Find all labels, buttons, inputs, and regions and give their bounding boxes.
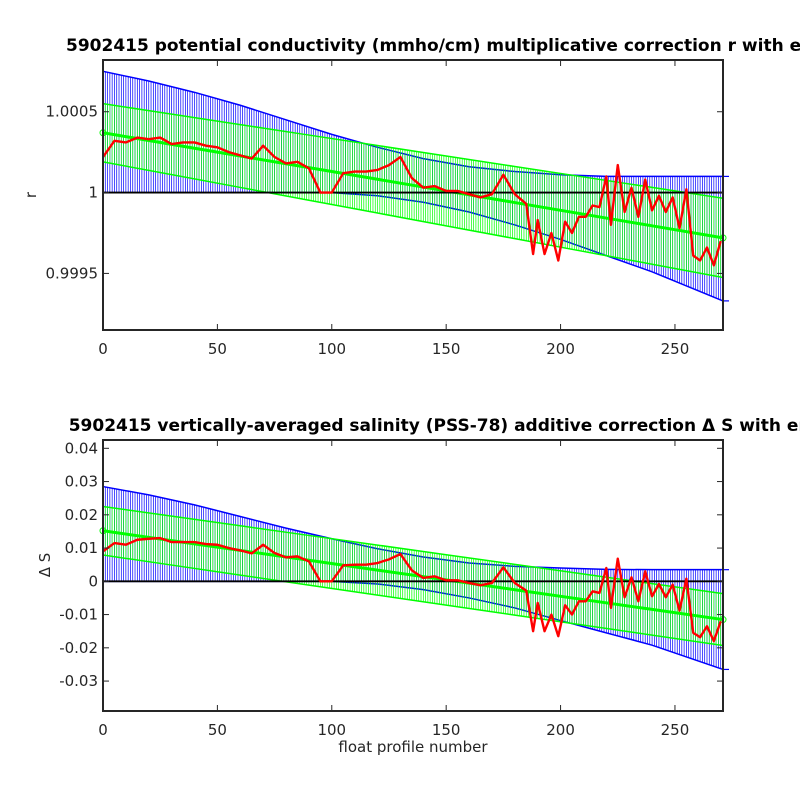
salinity-fit-upper-line xyxy=(102,505,724,595)
conductivity-x-tick-label: 250 xyxy=(661,340,690,358)
salinity-y-tick-label: 0.03 xyxy=(65,473,98,491)
salinity-y-axis-label: Δ S xyxy=(36,553,54,578)
conductivity-plot-area: 0 50 100 150 200 250 0.9995 1 1.0005 xyxy=(46,59,729,358)
salinity-panel-title: 5902415 vertically-averaged salinity (PS… xyxy=(69,416,800,436)
conductivity-fit-lower-line xyxy=(102,161,724,279)
salinity-y-tick-label: -0.02 xyxy=(59,639,98,657)
salinity-axes-box xyxy=(102,439,724,712)
conductivity-y-tick-label: 1 xyxy=(88,184,98,202)
conductivity-x-tick-label: 150 xyxy=(432,340,461,358)
salinity-fit-line xyxy=(102,529,724,622)
salinity-plot-area: 0 50 100 150 200 250 -0.03 -0.02 -0.01 0 0.01 0.02 0… xyxy=(59,439,729,739)
conductivity-x-tick-label: 100 xyxy=(317,340,346,358)
salinity-x-tick-label: 0 xyxy=(98,721,108,739)
salinity-x-tick-label: 50 xyxy=(208,721,227,739)
salinity-x-tick-label: 250 xyxy=(661,721,690,739)
conductivity-profile-correction-line xyxy=(102,136,722,267)
salinity-y-tick-label: 0.01 xyxy=(65,539,98,557)
salinity-y-tick-label: 0.02 xyxy=(65,506,98,524)
conductivity-panel-title: 5902415 potential conductivity (mmho/cm)… xyxy=(66,36,800,56)
x-axis-label: float profile number xyxy=(338,738,488,756)
salinity-y-tick-label: 0.04 xyxy=(65,439,98,457)
salinity-profile-correction-line xyxy=(102,536,722,643)
conductivity-fit-line xyxy=(102,131,724,240)
conductivity-fit-upper-line xyxy=(102,102,724,199)
conductivity-y-axis-label: r xyxy=(22,191,40,198)
salinity-x-tick-label: 200 xyxy=(546,721,575,739)
conductivity-y-tick-label: 0.9995 xyxy=(46,264,99,282)
salinity-fit-lower-line xyxy=(102,554,724,647)
salinity-y-tick-label: -0.01 xyxy=(59,606,98,624)
conductivity-correction-panel: 5902415 potential conductivity (mmho/cm)… xyxy=(22,36,800,358)
conductivity-y-tick-label: 1.0005 xyxy=(46,103,99,121)
salinity-x-tick-label: 150 xyxy=(432,721,461,739)
conductivity-axes-box xyxy=(102,59,724,331)
salinity-correction-panel: 5902415 vertically-averaged salinity (PS… xyxy=(36,416,800,756)
conductivity-x-tick-label: 0 xyxy=(98,340,108,358)
conductivity-x-tick-label: 50 xyxy=(208,340,227,358)
conductivity-x-tick-label: 200 xyxy=(546,340,575,358)
salinity-y-tick-label: -0.03 xyxy=(59,672,98,690)
salinity-x-tick-label: 100 xyxy=(317,721,346,739)
salinity-y-tick-label: 0 xyxy=(88,572,98,590)
